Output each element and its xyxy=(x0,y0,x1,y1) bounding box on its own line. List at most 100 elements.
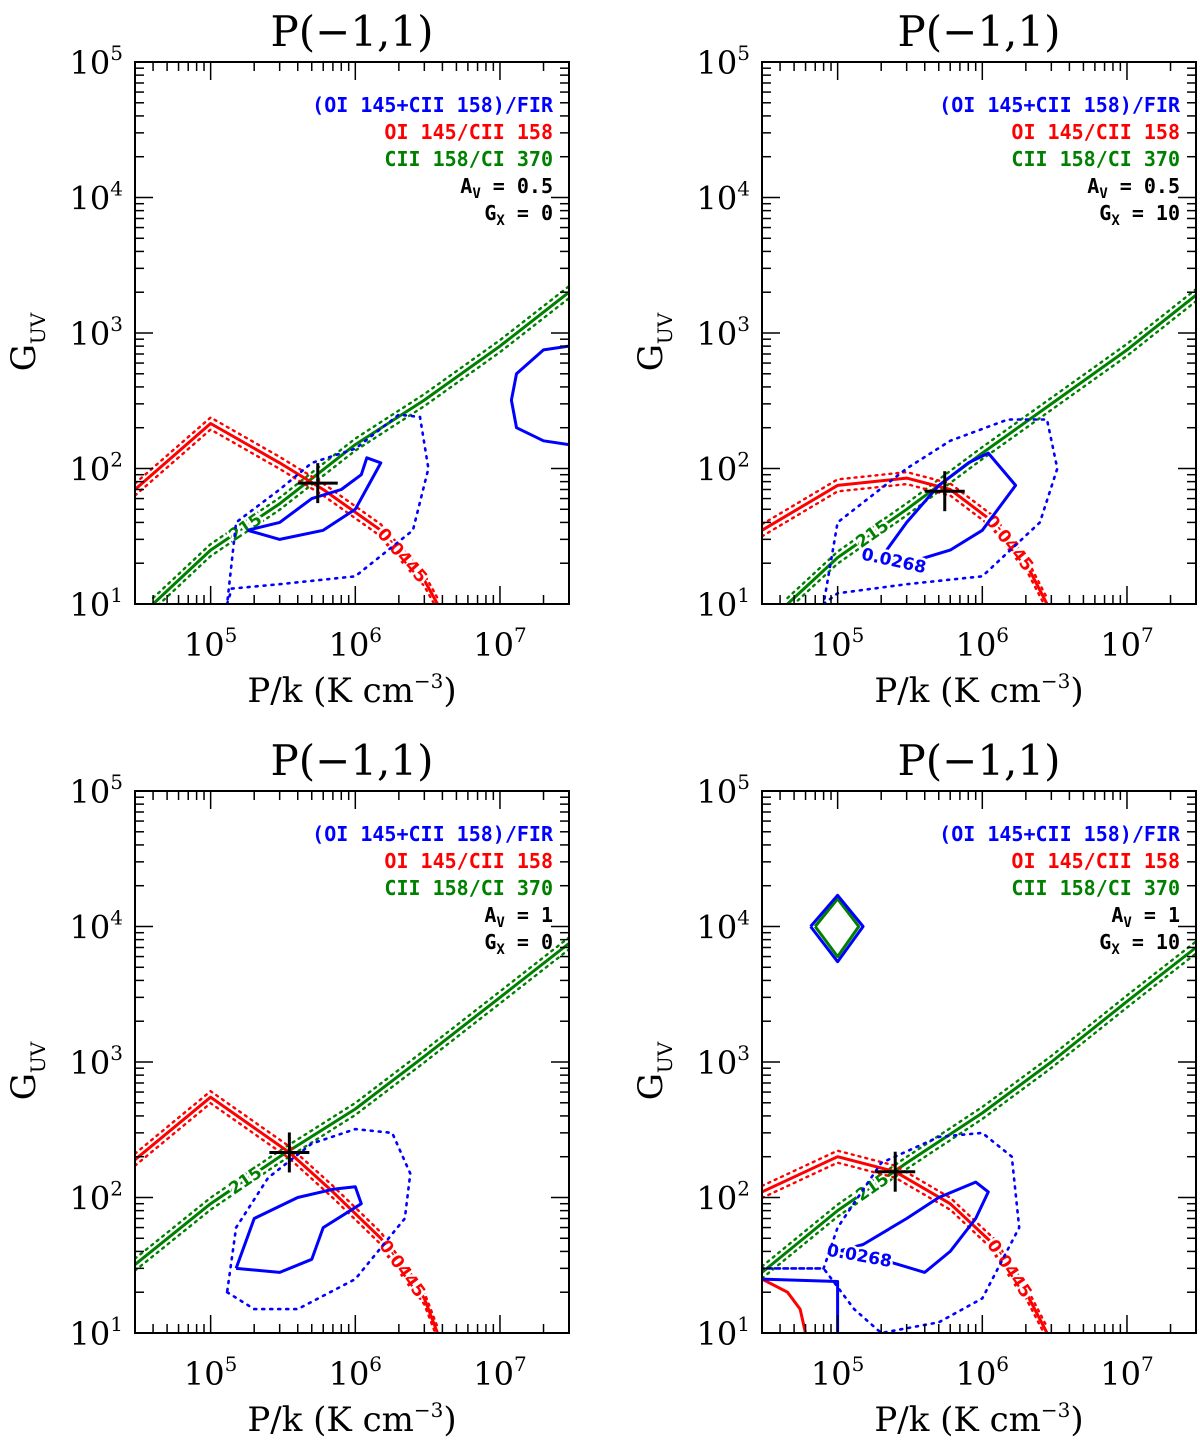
green-contour-band-0-1 xyxy=(135,948,569,1272)
red-contour-band-1-1 xyxy=(135,1101,437,1333)
red-contour-band-1-1 xyxy=(762,1161,1046,1333)
contour-label: 0.0445 xyxy=(373,525,431,588)
legend-entry: OI 145/CII 158 xyxy=(1011,849,1180,873)
green-contour-band-0-0 xyxy=(151,285,569,600)
contour-label: 0.0268 xyxy=(825,1241,893,1272)
green-contour-0 xyxy=(762,946,1196,1274)
x-axis-label: P/k (K cm−3) xyxy=(247,1398,456,1440)
blue-contour-3 xyxy=(809,893,865,964)
y-tick-label: 105 xyxy=(697,770,750,811)
green-contour-0 xyxy=(152,291,569,604)
panel-title: P(−1,1) xyxy=(270,7,433,56)
x-tick-label: 105 xyxy=(811,623,864,664)
y-tick-label: 105 xyxy=(697,41,750,82)
ticks xyxy=(761,790,1197,1334)
y-tick-label: 101 xyxy=(70,1312,123,1353)
param-gx: GX = 0 xyxy=(484,930,553,958)
param-gx: GX = 0 xyxy=(484,201,553,229)
legend-entry: OI 145/CII 158 xyxy=(384,120,553,144)
param-av: AV = 1 xyxy=(1111,903,1180,931)
panel-title: P(−1,1) xyxy=(270,736,433,785)
blue-contour-6 xyxy=(837,1180,990,1274)
x-tick-label: 106 xyxy=(329,623,382,664)
blue-contour-3 xyxy=(509,344,569,447)
legend-entry: CII 158/CI 370 xyxy=(1011,876,1180,900)
param-av: AV = 0.5 xyxy=(1087,174,1180,202)
legend-entry: OI 145/CII 158 xyxy=(384,849,553,873)
y-tick-label: 104 xyxy=(697,906,750,947)
green-contour-0 xyxy=(786,294,1196,604)
y-axis-label: GUV xyxy=(631,312,677,371)
legend-entry: CII 158/CI 370 xyxy=(384,876,553,900)
x-tick-label: 107 xyxy=(473,623,526,664)
y-tick-label: 105 xyxy=(70,770,123,811)
x-tick-label: 106 xyxy=(956,623,1009,664)
blue-dotted-contour-3 xyxy=(822,418,1059,604)
green-contour-band-0-1 xyxy=(762,952,1196,1280)
panel-4: P(−1,1)2152150.04450.04450.02680.0268105… xyxy=(631,736,1197,1440)
blue-contour-2 xyxy=(879,451,1018,565)
blue-dotted-contour-7 xyxy=(762,1131,1021,1333)
y-axis-label: GUV xyxy=(4,312,50,371)
legend-entry: (OI 145+CII 158)/FIR xyxy=(939,822,1181,846)
y-tick-label: 103 xyxy=(697,1041,750,1082)
y-tick-label: 104 xyxy=(70,177,123,218)
x-tick-label: 105 xyxy=(184,1352,237,1393)
y-tick-label: 101 xyxy=(697,1312,750,1353)
y-tick-label: 101 xyxy=(697,583,750,624)
panel-title: P(−1,1) xyxy=(897,7,1060,56)
y-axis-label: GUV xyxy=(631,1041,677,1100)
contour-label: 215 xyxy=(225,1163,266,1199)
ticks xyxy=(761,61,1197,605)
legend-entry: (OI 145+CII 158)/FIR xyxy=(939,93,1181,117)
y-tick-label: 103 xyxy=(697,312,750,353)
red-contour-band-1-1 xyxy=(762,482,1046,604)
y-tick-label: 103 xyxy=(70,1041,123,1082)
green-contour-band-0-0 xyxy=(786,288,1196,600)
green-contour-2 xyxy=(813,897,861,959)
red-contour-1 xyxy=(135,1095,439,1333)
x-axis-label: P/k (K cm−3) xyxy=(874,669,1083,711)
x-tick-label: 106 xyxy=(329,1352,382,1393)
red-contour-band-1-0 xyxy=(135,416,439,600)
y-tick-label: 104 xyxy=(697,177,750,218)
ticks xyxy=(134,790,570,1334)
green-contour-band-0-0 xyxy=(135,936,569,1260)
x-axis-label: P/k (K cm−3) xyxy=(247,669,456,711)
blue-contour-2 xyxy=(234,1185,363,1274)
green-contour-band-0-1 xyxy=(792,300,1196,604)
contour-label: 0.0268 xyxy=(860,545,928,579)
x-tick-label: 105 xyxy=(811,1352,864,1393)
green-contour-band-0-0 xyxy=(762,940,1196,1268)
param-gx: GX = 10 xyxy=(1099,201,1180,229)
param-gx: GX = 10 xyxy=(1099,930,1180,958)
x-tick-label: 107 xyxy=(473,1352,526,1393)
y-tick-label: 101 xyxy=(70,583,123,624)
green-contour-band-0-1 xyxy=(157,297,569,604)
red-contour-1 xyxy=(135,422,439,604)
legend-entry: (OI 145+CII 158)/FIR xyxy=(312,822,554,846)
x-axis-label: P/k (K cm−3) xyxy=(874,1398,1083,1440)
y-tick-label: 105 xyxy=(70,41,123,82)
param-av: AV = 0.5 xyxy=(460,174,553,202)
red-contour-1 xyxy=(762,1155,1049,1333)
contour-label: 0.0445 xyxy=(982,1236,1035,1302)
y-tick-label: 103 xyxy=(70,312,123,353)
blue-dotted-contour-3 xyxy=(225,1127,412,1311)
ticks xyxy=(134,61,570,605)
blue-dotted-contour-4 xyxy=(225,413,430,604)
y-tick-label: 102 xyxy=(70,448,123,489)
legend-entry: CII 158/CI 370 xyxy=(384,147,553,171)
x-tick-label: 106 xyxy=(956,1352,1009,1393)
red-contour-band-1-0 xyxy=(762,470,1049,600)
panel-title: P(−1,1) xyxy=(897,736,1060,785)
red-contour-band-1-0 xyxy=(762,1149,1049,1329)
x-tick-label: 105 xyxy=(184,623,237,664)
red-contour-4 xyxy=(762,1277,807,1333)
